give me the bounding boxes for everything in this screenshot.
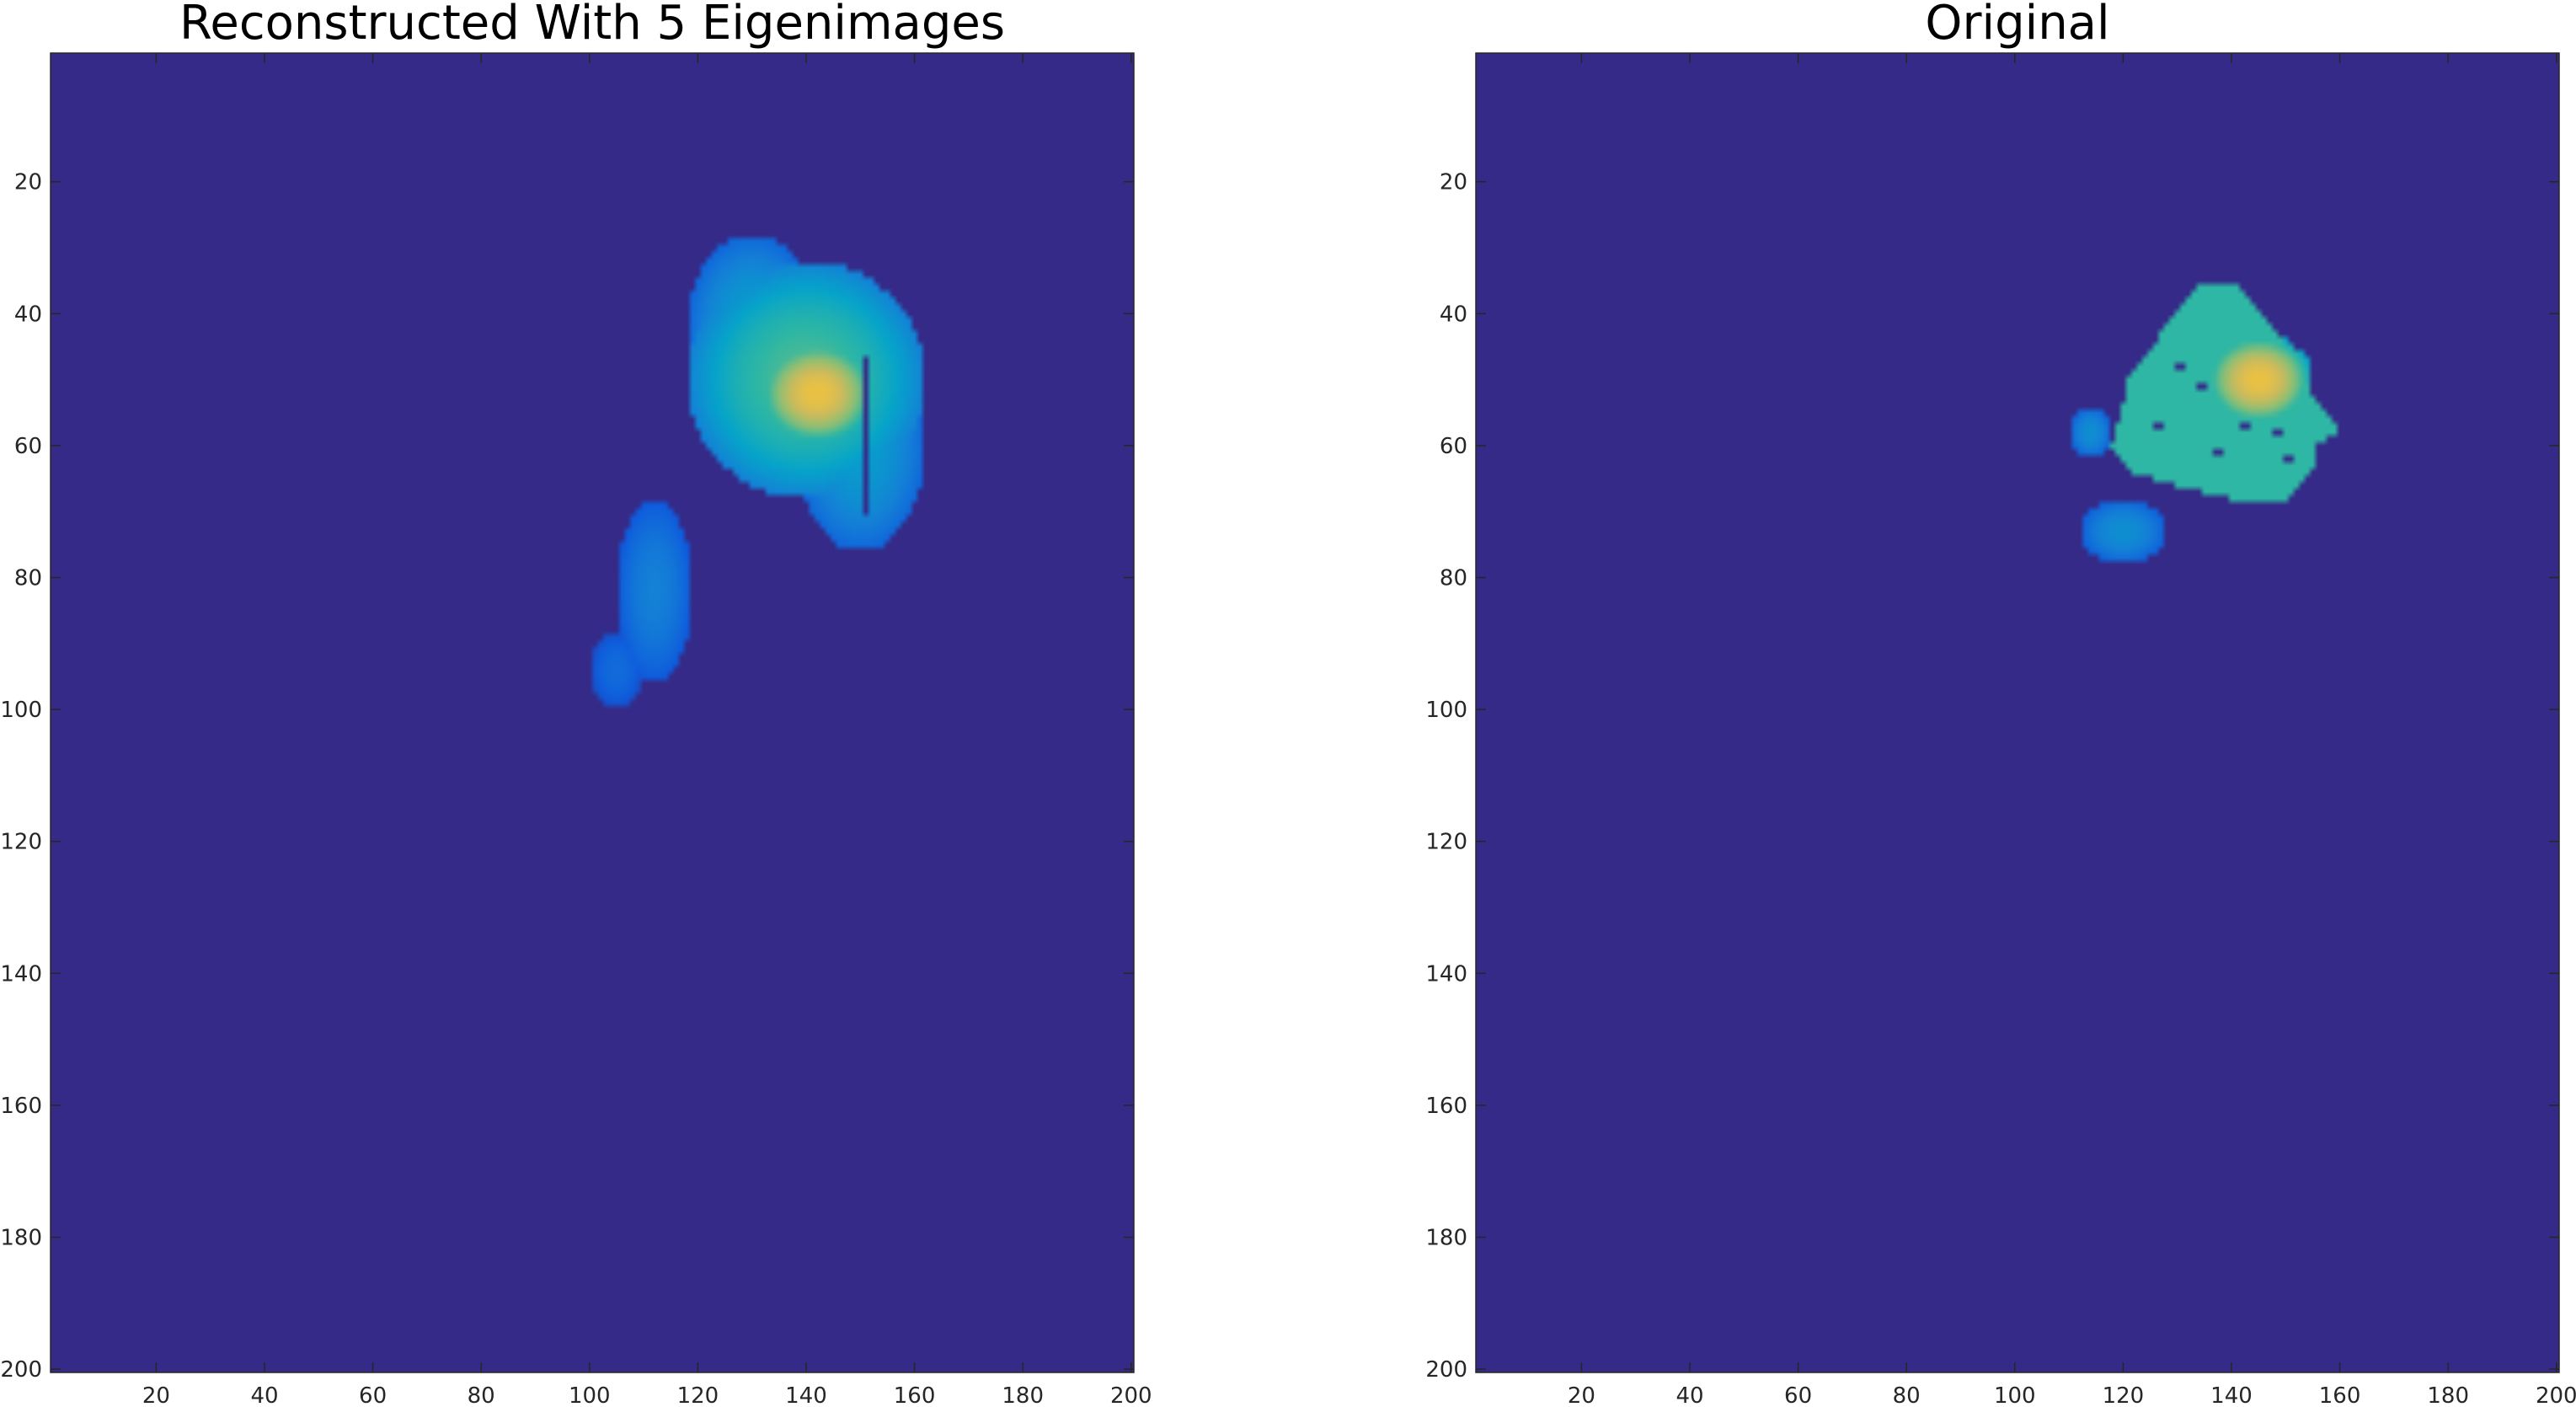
y-tick-label: 200 bbox=[1425, 1357, 1467, 1383]
subplot-reconstructed: Reconstructed With 5 Eigenimages 20 40 60 8… bbox=[0, 0, 1152, 1407]
x-tick-label: 200 bbox=[2536, 1383, 2576, 1407]
y-tick-label: 180 bbox=[1425, 1225, 1467, 1250]
y-tick-label: 20 bbox=[1440, 170, 1467, 195]
heatmap-image bbox=[51, 53, 1134, 1372]
x-tick-label: 160 bbox=[894, 1383, 936, 1407]
axes-box bbox=[1475, 52, 2560, 1373]
tick-group: 20 40 60 80 100 120 140 160 180 200 20 40 60 80 100 120… bbox=[1425, 53, 2576, 1407]
x-tick-label: 20 bbox=[142, 1383, 170, 1407]
x-tick-label: 100 bbox=[569, 1383, 611, 1407]
y-tick-label: 100 bbox=[1425, 698, 1467, 723]
x-tick-label: 140 bbox=[785, 1383, 827, 1407]
x-tick-label: 80 bbox=[468, 1383, 495, 1407]
y-tick-label: 80 bbox=[14, 565, 42, 591]
x-tick-label: 80 bbox=[1893, 1383, 1921, 1407]
x-tick-label: 40 bbox=[1675, 1383, 1703, 1407]
y-tick-label: 40 bbox=[1440, 302, 1467, 327]
y-tick-label: 160 bbox=[1425, 1094, 1467, 1119]
axes-box bbox=[50, 52, 1135, 1373]
heatmap-image bbox=[1476, 53, 2559, 1372]
subplot-original: Original 20 40 60 80 100 120 140 160 180 200 20 40 6… bbox=[1425, 0, 2576, 1407]
x-tick-label: 160 bbox=[2319, 1383, 2361, 1407]
y-tick-label: 80 bbox=[1440, 565, 1467, 591]
x-tick-label: 200 bbox=[1110, 1383, 1152, 1407]
y-tick-label: 200 bbox=[0, 1357, 42, 1383]
y-tick-label: 160 bbox=[0, 1094, 42, 1119]
y-tick-label: 120 bbox=[0, 830, 42, 855]
x-tick-label: 40 bbox=[250, 1383, 278, 1407]
x-tick-label: 120 bbox=[677, 1383, 719, 1407]
y-tick-label: 180 bbox=[0, 1225, 42, 1250]
x-tick-label: 180 bbox=[2427, 1383, 2469, 1407]
x-tick-label: 100 bbox=[1994, 1383, 2036, 1407]
x-tick-label: 60 bbox=[1784, 1383, 1812, 1407]
chart-title: Reconstructed With 5 Eigenimages bbox=[179, 0, 1005, 51]
x-tick-label: 140 bbox=[2210, 1383, 2253, 1407]
y-tick-label: 140 bbox=[0, 961, 42, 987]
x-tick-label: 20 bbox=[1568, 1383, 1595, 1407]
y-tick-label: 60 bbox=[1440, 434, 1467, 459]
y-tick-label: 40 bbox=[14, 302, 42, 327]
x-tick-label: 180 bbox=[1002, 1383, 1044, 1407]
x-tick-label: 60 bbox=[359, 1383, 387, 1407]
y-tick-label: 60 bbox=[14, 434, 42, 459]
x-tick-label: 120 bbox=[2103, 1383, 2145, 1407]
chart-title: Original bbox=[1925, 0, 2109, 51]
y-tick-label: 120 bbox=[1425, 830, 1467, 855]
y-tick-label: 100 bbox=[0, 698, 42, 723]
y-tick-label: 20 bbox=[14, 170, 42, 195]
y-tick-label: 140 bbox=[1425, 961, 1467, 987]
tick-group: 20 40 60 80 100 120 140 160 180 200 20 40 60 80 100 120… bbox=[0, 53, 1152, 1407]
